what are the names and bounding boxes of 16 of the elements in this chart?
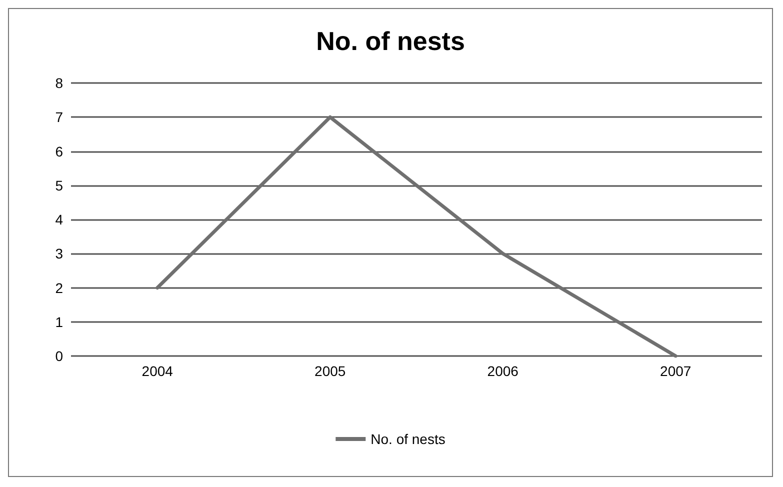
chart-title: No. of nests <box>316 26 465 56</box>
y-tick-label: 1 <box>55 314 64 330</box>
y-tick-label: 6 <box>55 143 64 160</box>
x-tick-label: 2004 <box>142 363 174 379</box>
legend-label: No. of nests <box>370 431 446 447</box>
line-series <box>156 115 678 358</box>
y-tick-label: 7 <box>55 109 64 126</box>
y-tick-label: 3 <box>55 246 64 262</box>
y-tick-label: 5 <box>55 177 64 194</box>
y-tick-label: 2 <box>55 280 64 296</box>
x-tick-label: 2005 <box>314 363 346 379</box>
y-tick-label: 4 <box>55 212 64 228</box>
x-tick-label: 2007 <box>660 363 692 379</box>
y-tick-label: 8 <box>55 75 64 91</box>
y-tick-label: 0 <box>55 348 64 364</box>
x-tick-label: 2006 <box>487 363 519 379</box>
